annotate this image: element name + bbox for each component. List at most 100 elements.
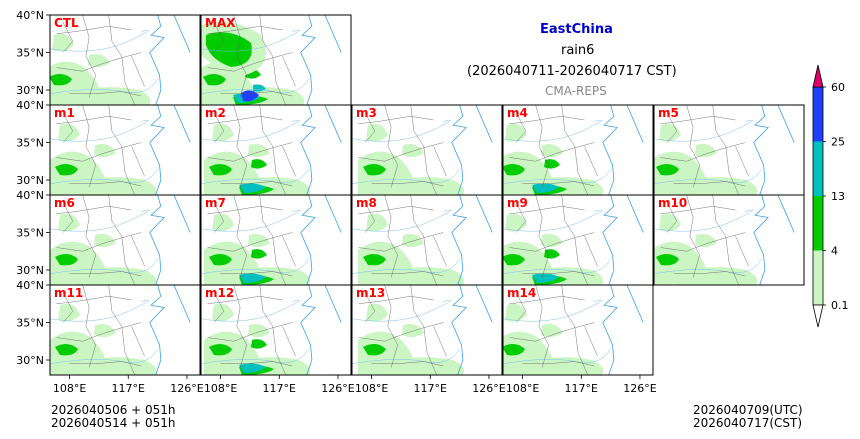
province-border: [82, 195, 96, 278]
province-border: [259, 105, 286, 195]
lon-tick-label: 117°E: [263, 382, 296, 395]
province-border: [364, 202, 376, 233]
province-border: [384, 195, 398, 278]
rain-light-area: [58, 213, 80, 232]
rain-light-area: [212, 303, 234, 322]
province-border: [207, 52, 293, 72]
panel-label: m1: [54, 106, 75, 120]
rain-light-area: [659, 123, 681, 142]
province-border: [584, 146, 598, 177]
lon-tick-label: 126°E: [170, 382, 203, 395]
korea-coastline: [324, 195, 342, 233]
rain-moderate-area: [363, 343, 386, 356]
province-border: [561, 105, 588, 195]
colorbar-tick-label: 13: [831, 190, 845, 203]
yellow-river: [50, 29, 149, 52]
province-border: [131, 56, 145, 87]
rain-light-area: [58, 303, 80, 322]
province-border: [56, 26, 132, 34]
init-utc: 2026040506 + 051h: [51, 403, 176, 417]
province-border: [735, 146, 749, 177]
lat-tick-label: 35°N: [16, 227, 44, 240]
province-border: [515, 292, 527, 323]
province-border: [522, 271, 595, 277]
province-border: [108, 15, 135, 105]
province-border: [660, 116, 736, 124]
lat-tick-label: 30°N: [16, 264, 44, 277]
rain-moderate-area: [544, 249, 560, 259]
panel-label: m7: [205, 196, 226, 210]
province-border: [108, 105, 135, 195]
panel-label: m5: [658, 106, 679, 120]
province-border: [735, 236, 749, 267]
province-border: [522, 181, 595, 187]
province-border: [62, 292, 74, 323]
panel-m6: m6: [49, 194, 201, 286]
province-border: [364, 292, 376, 323]
panel-frame: [653, 194, 805, 286]
korea-coastline: [626, 195, 644, 233]
panel-m1: m1: [49, 104, 201, 196]
lon-tick-label: 126°E: [623, 382, 656, 395]
province-border: [535, 105, 549, 188]
panel-m12: m12: [200, 284, 352, 376]
rain-light-area: [505, 123, 527, 142]
province-border: [69, 271, 142, 277]
model-title: CMA-REPS: [545, 84, 607, 98]
province-border: [207, 232, 293, 252]
rain-light-area: [695, 144, 717, 158]
panel-label: m4: [507, 106, 528, 120]
province-border: [82, 285, 96, 368]
province-border: [213, 22, 225, 53]
province-border: [371, 181, 444, 187]
yellow-river: [503, 209, 602, 232]
province-border: [509, 296, 585, 304]
colorbar-segment: [813, 87, 823, 142]
korea-coastline: [475, 285, 493, 323]
lon-tick-label: 117°E: [112, 382, 145, 395]
coastline: [602, 285, 618, 375]
panel-frame: [351, 284, 503, 376]
rain-light-area: [541, 144, 563, 158]
panel-m8: m8: [351, 194, 503, 286]
province-border: [666, 202, 678, 233]
yellow-river: [201, 119, 300, 142]
province-border: [259, 195, 286, 285]
rain-moderate-area: [203, 73, 226, 86]
panel-label: m13: [356, 286, 385, 300]
rain-light-area: [94, 234, 116, 248]
colorbar-tick-label: 60: [831, 81, 845, 94]
province-border: [509, 116, 585, 124]
korea-coastline: [324, 15, 342, 53]
province-border: [69, 91, 142, 97]
korea-coastline: [173, 105, 191, 143]
yellow-river: [50, 209, 149, 232]
colorbar-min-extend: [812, 304, 824, 328]
coastline: [149, 195, 165, 285]
panel-frame: [200, 284, 352, 376]
korea-coastline: [173, 15, 191, 53]
province-border: [108, 285, 135, 375]
panel-m2: m2: [200, 104, 352, 196]
colorbar-max-extend: [812, 64, 824, 88]
panel-label: m11: [54, 286, 83, 300]
province-border: [561, 285, 588, 375]
lon-tick-label: 126°E: [321, 382, 354, 395]
panel-m11: m11: [49, 284, 201, 376]
rain-light-area: [659, 213, 681, 232]
rain-light-area: [366, 303, 388, 322]
province-border: [233, 15, 247, 98]
panel-label: MAX: [205, 16, 236, 30]
province-border: [56, 142, 142, 162]
province-border: [384, 285, 398, 368]
korea-coastline: [324, 285, 342, 323]
province-border: [660, 142, 746, 162]
province-border: [207, 26, 283, 34]
province-border: [358, 322, 444, 342]
rain-moderate-area: [656, 163, 679, 176]
province-border: [56, 52, 142, 72]
coastline: [451, 105, 467, 195]
province-border: [433, 326, 447, 357]
province-border: [207, 206, 283, 214]
panel-MAX: MAX: [200, 14, 352, 106]
